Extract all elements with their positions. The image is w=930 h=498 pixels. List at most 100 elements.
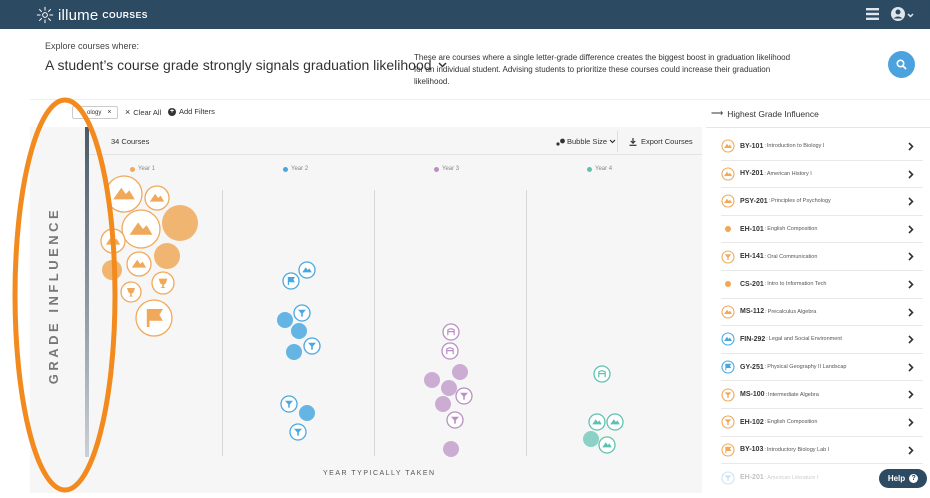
course-bubble[interactable] xyxy=(442,323,460,341)
chevron-right-icon xyxy=(908,142,914,151)
funnel-icon xyxy=(721,250,735,264)
column-separator xyxy=(222,190,223,456)
course-code: BY-103 xyxy=(740,446,764,454)
course-bubble[interactable] xyxy=(289,423,307,441)
sidebar-title-text: Highest Grade Influence xyxy=(727,108,819,119)
course-code: EH-101 xyxy=(740,225,764,233)
course-bubble[interactable] xyxy=(435,396,451,412)
brand-logo[interactable]: illume COURSES xyxy=(36,6,148,24)
dot-icon xyxy=(721,222,735,236)
course-list-item[interactable]: EH-101: English Composition xyxy=(721,216,923,244)
chevron-right-icon xyxy=(908,197,914,206)
funnel-icon xyxy=(721,471,735,485)
course-list-item[interactable]: GY-251: Physical Geography II Landscap xyxy=(721,354,923,382)
course-bubble[interactable] xyxy=(144,185,170,211)
year-dot xyxy=(283,166,288,172)
year-dot xyxy=(130,166,135,172)
course-bubble[interactable] xyxy=(593,365,611,383)
export-courses-button[interactable]: Export Courses xyxy=(629,137,693,146)
course-bubble[interactable] xyxy=(446,411,464,429)
course-list-item[interactable]: MS-112: Precalculus Algebra xyxy=(721,299,923,327)
course-bubble[interactable] xyxy=(121,209,161,249)
course-bubble[interactable] xyxy=(277,312,293,328)
year-dot xyxy=(587,166,592,172)
course-name: American Literature I xyxy=(767,474,819,481)
course-list-item[interactable]: MS-100: Intermediate Algebra xyxy=(721,381,923,409)
course-code: EH-201 xyxy=(740,474,764,482)
hamburger-menu-icon[interactable] xyxy=(866,8,879,20)
close-icon[interactable]: × xyxy=(107,109,112,116)
top-navigation-bar: illume COURSES xyxy=(0,0,930,29)
annotation-oval xyxy=(12,97,118,493)
course-bubble[interactable] xyxy=(424,372,440,388)
course-bubble[interactable] xyxy=(291,323,307,339)
course-bubble[interactable] xyxy=(299,405,315,421)
course-bubble[interactable] xyxy=(441,342,459,360)
course-list-item[interactable]: CS-201: Intro to Information Tech xyxy=(721,271,923,299)
course-list-item[interactable]: EH-201: American Literature I xyxy=(721,464,923,492)
filter-chip-label: ology xyxy=(87,110,102,116)
chevron-right-icon xyxy=(908,390,914,399)
arrow-right-icon: ⟶ xyxy=(711,108,724,118)
course-bubble[interactable] xyxy=(151,271,175,295)
course-name: Introductory Biology Lab I xyxy=(766,446,830,453)
course-bubble[interactable] xyxy=(583,431,599,447)
course-name: Principles of Psychology xyxy=(771,198,831,205)
year-label-2: Year 2 xyxy=(283,166,308,172)
course-bubble[interactable] xyxy=(606,413,624,431)
headline-selector[interactable]: A student’s course grade strongly signal… xyxy=(45,57,447,73)
course-separator: : xyxy=(764,170,766,177)
question-icon: ? xyxy=(909,474,919,483)
toolbar-divider xyxy=(88,154,702,155)
course-bubble[interactable] xyxy=(282,272,300,290)
course-list-item[interactable]: EH-102: English Composition xyxy=(721,409,923,437)
course-bubble[interactable] xyxy=(154,243,180,269)
course-list-item[interactable]: HY-201: American History I xyxy=(721,161,923,189)
course-bubble[interactable] xyxy=(135,299,173,337)
course-bubble[interactable] xyxy=(598,436,616,454)
course-name: English Composition xyxy=(767,419,818,426)
sidebar-divider xyxy=(706,127,930,128)
year-label-text: Year 3 xyxy=(442,166,460,172)
year-label-1: Year 1 xyxy=(130,166,155,172)
course-code: EH-102 xyxy=(740,418,764,426)
mountain-icon xyxy=(721,167,735,181)
course-bubble[interactable] xyxy=(441,380,457,396)
course-list-item[interactable]: PSY-201: Principles of Psychology xyxy=(721,188,923,216)
download-icon xyxy=(629,137,637,146)
add-filters-button[interactable]: + Add Filters xyxy=(168,107,215,116)
bubble-size-dropdown[interactable]: Bubble Size xyxy=(556,137,616,146)
course-code: MS-100 xyxy=(740,391,765,399)
course-separator: : xyxy=(764,226,767,233)
course-list-item[interactable]: EH-141: Oral Communication xyxy=(721,243,923,271)
course-list-item[interactable]: BY-103: Introductory Biology Lab I xyxy=(721,437,923,465)
chevron-down-icon xyxy=(609,139,616,144)
clear-all-button[interactable]: × Clear All xyxy=(125,107,161,117)
header-divider xyxy=(30,99,930,100)
course-separator: : xyxy=(764,143,766,150)
chevron-right-icon xyxy=(908,170,914,179)
course-bubble[interactable] xyxy=(455,387,473,405)
course-bubble[interactable] xyxy=(588,413,606,431)
bubble-size-label: Bubble Size xyxy=(567,137,608,146)
course-bubble[interactable] xyxy=(293,304,311,322)
course-list-item[interactable]: FIN-292: Legal and Social Environment xyxy=(721,326,923,354)
course-code: EH-141 xyxy=(740,253,764,261)
help-button[interactable]: Help ? xyxy=(879,469,927,488)
course-bubble[interactable] xyxy=(443,441,459,457)
user-circle-icon[interactable] xyxy=(891,6,915,22)
course-bubble[interactable] xyxy=(126,251,152,277)
course-bubble[interactable] xyxy=(452,364,468,380)
course-name: Introduction to Biology I xyxy=(766,143,825,150)
course-bubble[interactable] xyxy=(162,205,198,241)
course-bubble[interactable] xyxy=(120,281,142,303)
course-name: American History I xyxy=(766,170,812,177)
course-bubble[interactable] xyxy=(303,337,321,355)
funnel-icon xyxy=(721,388,735,402)
search-button[interactable] xyxy=(888,51,915,78)
course-bubble[interactable] xyxy=(280,395,298,413)
course-bubble[interactable] xyxy=(286,344,302,360)
headline-text: A student’s course grade strongly signal… xyxy=(45,57,432,73)
course-bubble[interactable] xyxy=(298,261,316,279)
course-list-item[interactable]: BY-101: Introduction to Biology I xyxy=(721,133,923,161)
